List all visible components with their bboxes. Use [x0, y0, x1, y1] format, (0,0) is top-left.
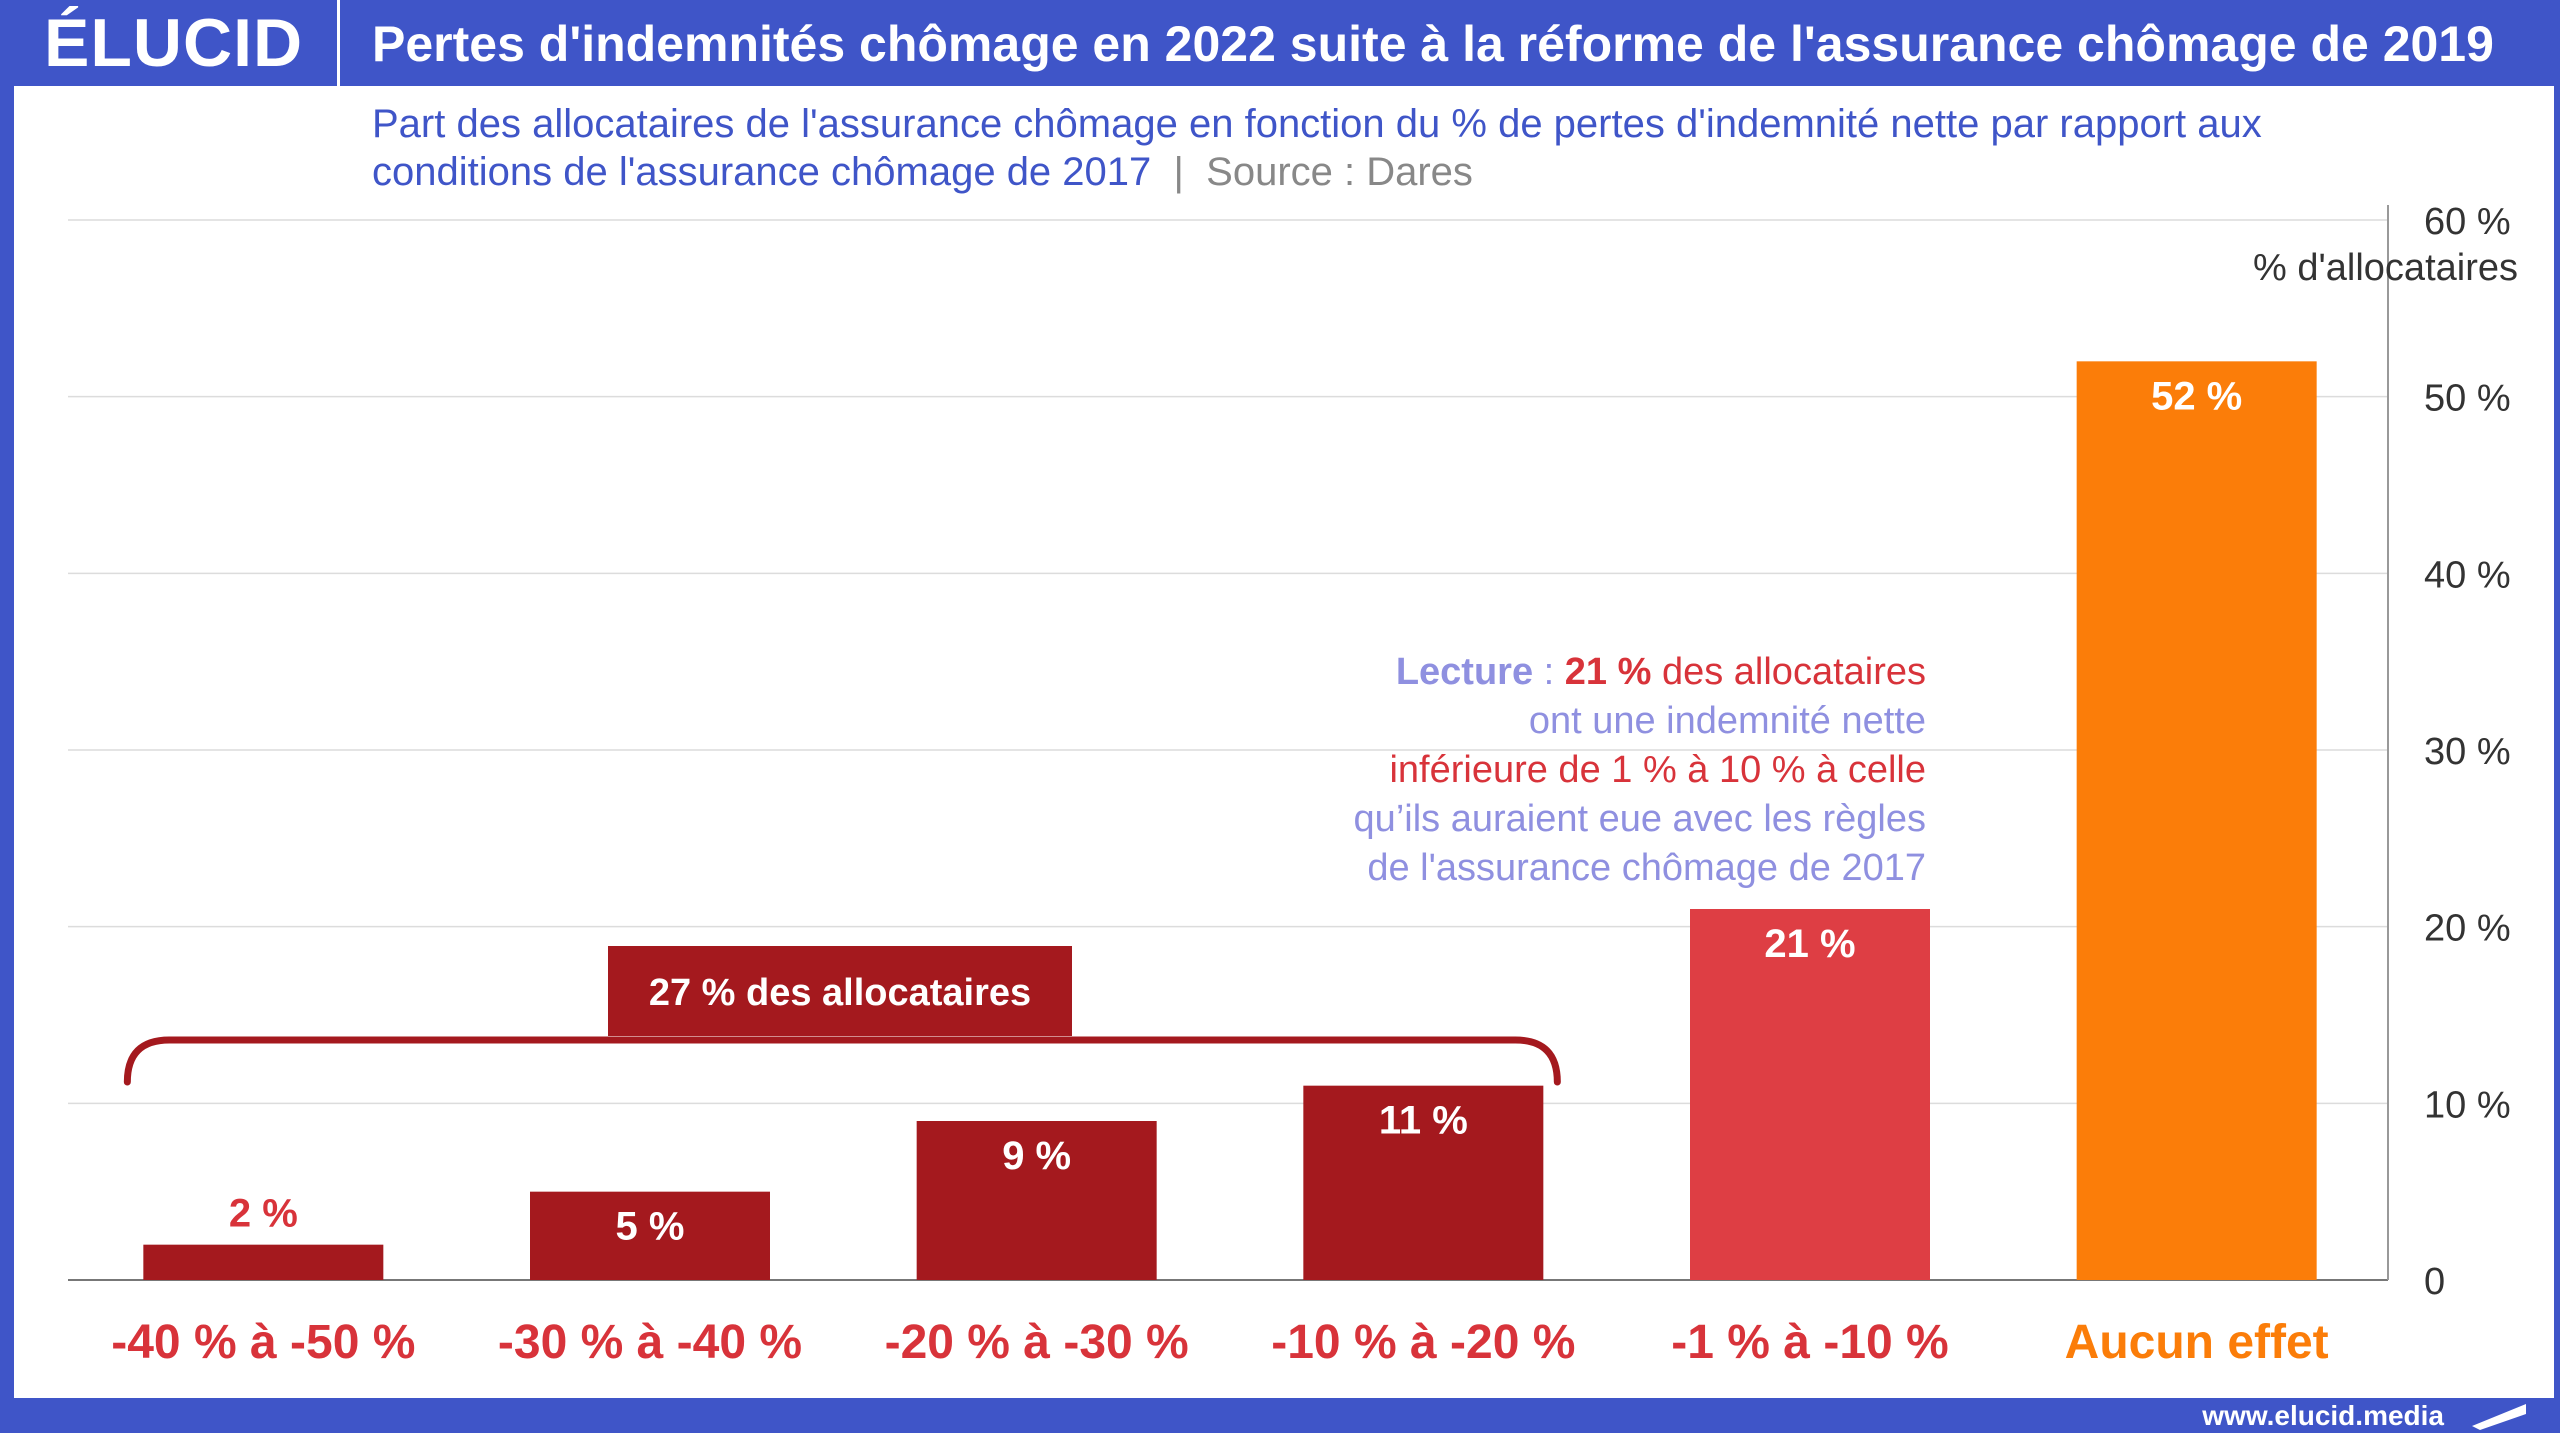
annotation-line: Lecture : 21 % des allocataires [1396, 651, 1926, 693]
brand-logo: ÉLUCID [44, 5, 304, 81]
bar [1690, 909, 1930, 1280]
annotation-segment: qu’ils auraient eue avec les règles [1354, 798, 1926, 840]
footer-bar: www.elucid.media [0, 1398, 2560, 1433]
annotation-line: qu’ils auraient eue avec les règles [1354, 798, 1926, 840]
category-label: -20 % à -30 % [885, 1316, 1189, 1369]
category-label: -30 % à -40 % [498, 1316, 802, 1369]
annotation-line: de l'assurance chômage de 2017 [1367, 847, 1926, 889]
category-label: -40 % à -50 % [111, 1316, 415, 1369]
subtitle-separator: | [1173, 150, 1184, 194]
category-label: -1 % à -10 % [1671, 1316, 1948, 1369]
annotation-segment: Lecture [1396, 651, 1533, 693]
category-label: -10 % à -20 % [1271, 1316, 1575, 1369]
bar [916, 1121, 1157, 1280]
category-label: Aucun effet [2065, 1316, 2329, 1369]
bar-value-label: 2 % [229, 1192, 298, 1236]
annotation-segment: de l'assurance chômage de 2017 [1367, 847, 1926, 889]
bar-value-label: 21 % [1764, 922, 1855, 966]
bar [2076, 361, 2317, 1280]
annotation-segment: ont une indemnité nette [1529, 700, 1926, 742]
bar [530, 1191, 770, 1280]
bar-value-label: 11 % [1379, 1099, 1468, 1143]
bracket-label-box [608, 946, 1072, 1036]
bracket-line [123, 1036, 1561, 1086]
subtitle-text: Part des allocataires de l'assurance chô… [372, 102, 2262, 194]
y-tick-label: 20 % [2424, 908, 2511, 950]
labels: 2 % -40 % à -50 % 5 % -30 % à -40 % 9 % -20 %… [111, 374, 2328, 1369]
y-tick-label: 30 % [2424, 731, 2511, 773]
bar [1303, 1085, 1544, 1280]
y-tick-label: 0 [2424, 1261, 2445, 1303]
gridlines [68, 219, 2388, 1281]
source-text: Source : Dares [1206, 150, 1473, 194]
annotation-segment: inférieure de 1 % à 10 % à celle [1389, 749, 1926, 791]
group-bracket: 27 % des allocataires [123, 946, 1561, 1086]
chart-subtitle: Part des allocataires de l'assurance chô… [372, 100, 2422, 196]
chart-title: Pertes d'indemnités chômage en 2022 suit… [372, 16, 2494, 72]
bar-chart: 27 % des allocataires 2 % -40 % à -50 % 5 … [68, 201, 2518, 1369]
y-tick-label: 10 % [2424, 1084, 2511, 1126]
annotation-line: ont une indemnité nette [1529, 700, 1926, 742]
bar-value-label: 5 % [616, 1205, 685, 1249]
bar-value-label: 52 % [2151, 374, 2242, 418]
y-axis-label: % d'allocataires [2253, 247, 2518, 289]
reading-annotation: Lecture : 21 % des allocataires ont une i… [1354, 651, 1926, 889]
bars [143, 361, 2317, 1280]
brand-mark-icon [2472, 1404, 2526, 1430]
header-bar: ÉLUCID Pertes d'indemnités chômage en 20… [0, 0, 2560, 86]
y-tick-label: 60 % [2424, 201, 2511, 243]
footer-url: www.elucid.media [2202, 1400, 2444, 1431]
y-axis: 0 10 % 20 % 30 % 40 % 50 % 60 %% d'allocataire… [2253, 201, 2518, 1303]
bracket-label: 27 % des allocataires [649, 972, 1031, 1014]
annotation-segment: 21 % [1565, 651, 1652, 693]
y-tick-label: 40 % [2424, 554, 2511, 596]
bar [143, 1244, 384, 1280]
annotation-segment: : [1533, 651, 1565, 693]
header-divider [337, 0, 340, 86]
bar-value-label: 9 % [1002, 1134, 1071, 1178]
annotation-segment: des allocataires [1651, 651, 1926, 693]
y-tick-label: 50 % [2424, 378, 2511, 420]
annotation-line: inférieure de 1 % à 10 % à celle [1389, 749, 1926, 791]
